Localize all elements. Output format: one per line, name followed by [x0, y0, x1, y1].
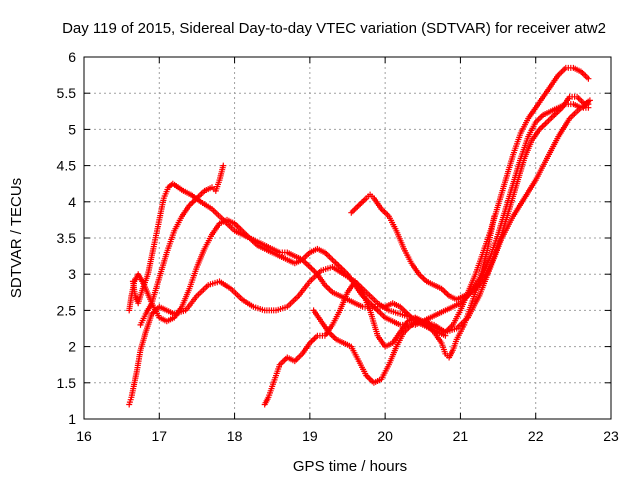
y-tick-label: 4 [68, 194, 76, 210]
y-tick-label: 3 [68, 266, 76, 282]
y-tick-label: 4.5 [57, 158, 77, 174]
x-tick-label: 23 [603, 428, 619, 444]
y-tick-label: 2.5 [57, 302, 77, 318]
plot-frame [83, 56, 612, 420]
series-markers [310, 213, 498, 386]
data-series [126, 64, 593, 408]
y-tick-label: 1 [68, 411, 76, 427]
x-tick-label: 19 [302, 428, 318, 444]
x-tick-label: 18 [227, 428, 243, 444]
series-track-c [126, 101, 592, 328]
x-axis-label: GPS time / hours [293, 458, 407, 475]
y-tick-label: 5.5 [57, 85, 77, 101]
x-tick-label: 16 [76, 428, 92, 444]
series-track-g [310, 213, 498, 386]
y-tick-labels: 1 1.5 2 2.5 3 3.5 4 4.5 5 5.5 6 [57, 49, 77, 427]
series-markers [126, 101, 592, 328]
series-track-d [137, 162, 227, 328]
y-tick-label: 5 [68, 121, 76, 137]
y-axis-label: SDTVAR / TECUs [8, 178, 25, 298]
y-tick-label: 1.5 [57, 375, 77, 391]
y-tick-label: 2 [68, 339, 76, 355]
x-tick-label: 17 [151, 428, 167, 444]
x-tick-labels: 16 17 18 19 20 21 22 23 [76, 428, 619, 444]
x-tick-label: 22 [528, 428, 544, 444]
x-tick-label: 20 [377, 428, 393, 444]
x-tick-label: 21 [453, 428, 469, 444]
grid [84, 57, 611, 419]
series-markers [137, 162, 227, 328]
chart-title: Day 119 of 2015, Sidereal Day-to-day VTE… [62, 20, 606, 37]
y-tick-label: 6 [68, 49, 76, 65]
y-tick-label: 3.5 [57, 230, 77, 246]
